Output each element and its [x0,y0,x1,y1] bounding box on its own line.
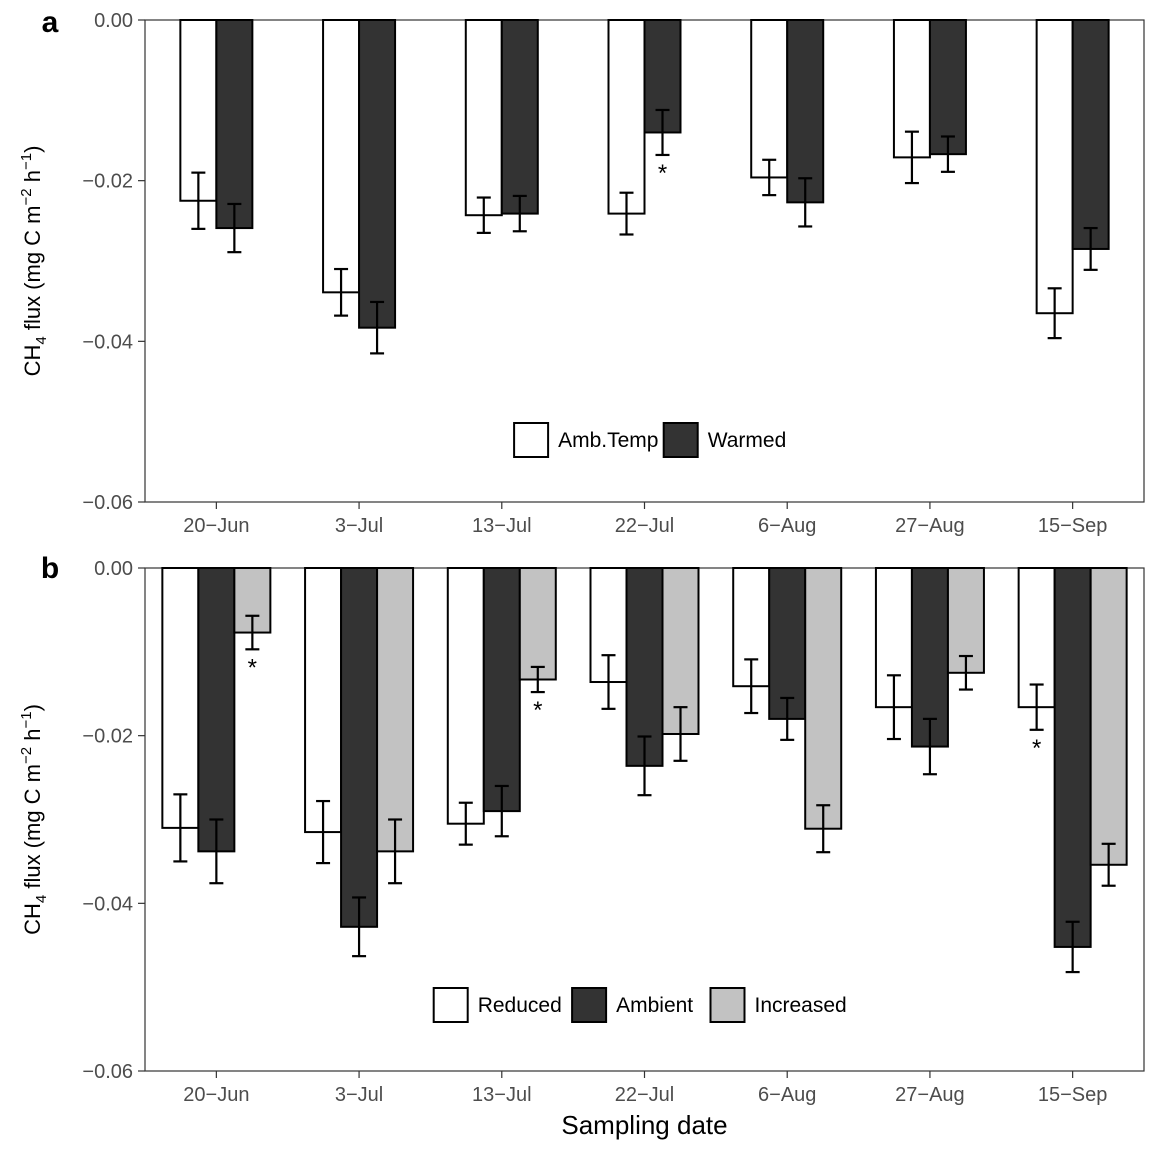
x-tick-label: 22−Jul [615,515,675,537]
panel-letter: b [41,552,59,585]
y-axis-label-ylabel-end: ) [20,704,45,711]
bar-increased-2 [518,567,557,681]
x-tick-label: 27−Aug [895,515,965,537]
legend-label-ambtemp: Amb.Temp [558,429,658,452]
x-tick-label: 3−Jul [335,1084,383,1106]
y-axis-label-ylabel-mid: h [20,170,45,188]
significance-marker: * [533,697,542,724]
y-axis-label-ylabel-mid: h [20,729,45,747]
legend-swatch-increased [709,987,746,1023]
legend-label-warmed: Warmed [708,429,787,452]
y-tick-label: −0.06 [82,1061,133,1083]
bar-ambient-0 [197,567,236,853]
bar-ambtemp-3 [607,19,646,215]
x-tick-label: 13−Jul [472,515,532,537]
y-axis-label-ylabel-unit: flux (mg C m [20,764,45,895]
y-axis-label-ylabel-sup2: −1 [18,153,35,170]
legend-label-reduced: Reduced [478,994,562,1017]
significance-marker: * [658,160,667,187]
y-tick-label: −0.04 [82,893,133,915]
legend: Amb.Temp Warmed [513,422,787,458]
bar-increased-1 [376,567,415,853]
y-axis-label: CH4 flux (mg C m−2 h−1) [18,704,50,935]
x-axis-label: Sampling date [561,1110,727,1140]
y-tick-label: −0.06 [82,492,133,514]
y-axis-label-ylabel: CH [20,903,45,935]
y-axis-label-ylabel-sup2: −1 [18,711,35,728]
bar-increased-4 [804,567,843,830]
bar-ambient-1 [340,567,379,928]
y-tick-label: −0.02 [82,726,133,748]
y-axis-label-ylabel-sup1: −2 [18,747,35,764]
bar-ambient-2 [482,567,521,813]
bar-ambtemp-2 [464,19,503,217]
y-axis-label-ylabel-sub: 4 [33,895,50,903]
y-tick-label: 0.00 [94,10,133,32]
x-tick-label: 13−Jul [472,1084,532,1106]
bar-ambient-3 [625,567,664,767]
y-axis-label-ylabel: CH [20,345,45,377]
bar-ambtemp-6 [1035,19,1074,315]
bar-warmed-4 [786,19,825,204]
bar-warmed-5 [928,19,967,156]
x-tick-label: 15−Sep [1038,1084,1108,1106]
legend-swatch-warmed [662,422,699,458]
x-tick-label: 6−Aug [758,515,816,537]
y-axis-label-ylabel-end: ) [20,146,45,153]
panel-b: 0.00 −0.02 −0.04 −0.06 20−Jun 3−Jul 13−Jul 22−J… [18,552,1145,1140]
bar-ambient-6 [1053,567,1092,948]
x-tick-label: 6−Aug [758,1084,816,1106]
bar-warmed-0 [215,19,254,230]
bar-reduced-2 [446,567,485,825]
x-tick-label: 3−Jul [335,515,383,537]
y-axis-label: CH4 flux (mg C m−2 h−1) [18,146,50,377]
x-tick-label: 22−Jul [615,1084,675,1106]
legend: Reduced Ambient Increased [432,987,847,1023]
legend-swatch-ambtemp [513,422,550,458]
bar-reduced-0 [161,567,200,829]
bar-warmed-1 [358,19,397,329]
x-tick-label: 20−Jun [183,515,249,537]
panel-a: 0.00 −0.02 −0.04 −0.06 20−Jun 3−Jul 13−Jul 22−J… [18,6,1145,537]
x-tick-label: 27−Aug [895,1084,965,1106]
significance-marker: * [1032,735,1041,762]
y-axis-label-ylabel-sup1: −2 [18,188,35,205]
bar-ambtemp-1 [322,19,361,294]
bar-warmed-2 [500,19,539,215]
x-tick-label: 20−Jun [183,1084,249,1106]
y-axis-label-ylabel-unit: flux (mg C m [20,205,45,336]
significance-marker: * [248,654,257,681]
y-tick-label: −0.04 [82,331,133,353]
y-tick-label: 0.00 [94,558,133,580]
legend-label-ambient: Ambient [616,994,693,1017]
bar-ambtemp-4 [750,19,789,179]
y-tick-label: −0.02 [82,171,133,193]
legend-swatch-reduced [432,987,469,1023]
y-axis-label-ylabel-sub: 4 [33,336,50,344]
bar-reduced-1 [304,567,343,834]
x-tick-label: 15−Sep [1038,515,1108,537]
bar-warmed-6 [1071,19,1110,250]
legend-swatch-ambient [571,987,608,1023]
bar-increased-6 [1089,567,1128,866]
legend-label-increased: Increased [755,994,847,1017]
bar-ambient-4 [768,567,807,720]
panel-letter: a [42,6,59,39]
